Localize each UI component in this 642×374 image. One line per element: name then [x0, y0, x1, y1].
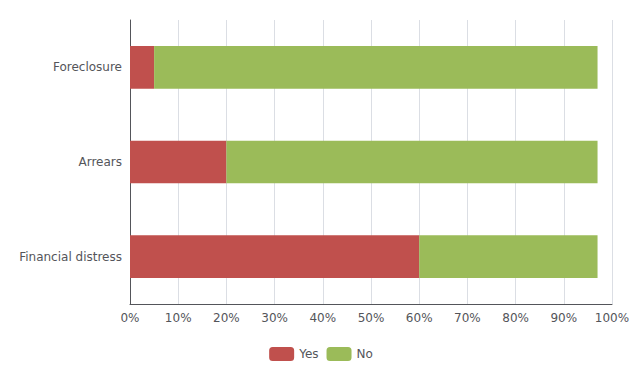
- svg-text:Foreclosure: Foreclosure: [53, 60, 122, 74]
- svg-text:0%: 0%: [120, 311, 139, 325]
- svg-text:20%: 20%: [213, 311, 240, 325]
- svg-text:100%: 100%: [595, 311, 629, 325]
- svg-text:Financial distress: Financial distress: [19, 250, 122, 264]
- svg-text:30%: 30%: [261, 311, 288, 325]
- svg-text:50%: 50%: [358, 311, 385, 325]
- svg-text:Yes: Yes: [298, 347, 318, 361]
- svg-text:80%: 80%: [502, 311, 529, 325]
- svg-text:Arrears: Arrears: [78, 155, 122, 169]
- svg-text:10%: 10%: [165, 311, 192, 325]
- svg-text:No: No: [357, 347, 373, 361]
- svg-text:40%: 40%: [309, 311, 336, 325]
- svg-text:60%: 60%: [406, 311, 433, 325]
- svg-text:70%: 70%: [454, 311, 481, 325]
- svg-text:90%: 90%: [550, 311, 577, 325]
